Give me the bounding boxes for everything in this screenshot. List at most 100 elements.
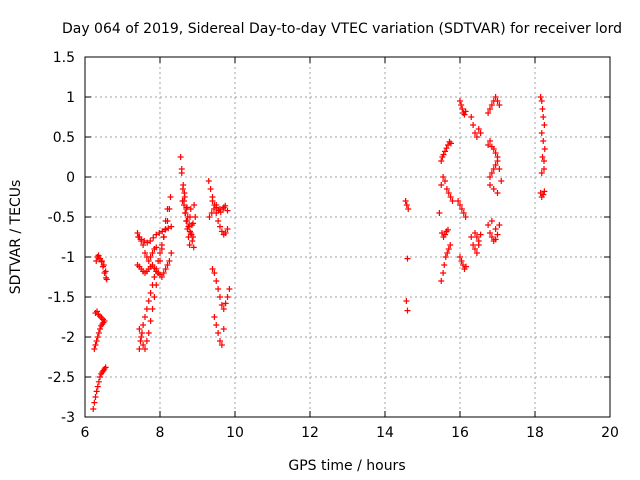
data-point xyxy=(142,314,148,320)
data-point xyxy=(215,218,222,224)
data-point xyxy=(143,306,150,312)
data-point xyxy=(222,230,229,236)
data-point xyxy=(441,262,448,268)
data-point xyxy=(220,326,227,332)
data-point xyxy=(181,190,188,196)
data-point xyxy=(90,406,97,412)
data-point xyxy=(473,250,480,256)
y-tick-label: -2.5 xyxy=(48,370,75,386)
data-point xyxy=(164,262,171,268)
data-point xyxy=(436,210,443,216)
data-point xyxy=(458,102,465,108)
y-tick-label: -0.5 xyxy=(48,210,75,226)
data-point xyxy=(540,191,547,198)
data-point xyxy=(459,106,466,112)
data-point xyxy=(487,182,493,188)
data-point xyxy=(217,209,224,216)
x-tick-label: 20 xyxy=(601,425,619,441)
data-point xyxy=(158,274,165,280)
data-point xyxy=(472,130,478,136)
data-point xyxy=(137,338,144,344)
data-point xyxy=(462,214,469,220)
y-tick-label: 0 xyxy=(66,170,75,186)
data-point xyxy=(448,140,454,147)
data-point xyxy=(444,250,451,256)
data-point xyxy=(162,218,169,224)
data-point xyxy=(492,150,499,156)
data-point xyxy=(188,231,195,238)
data-point xyxy=(470,122,477,128)
data-point xyxy=(136,326,143,332)
data-point xyxy=(538,98,545,104)
data-point xyxy=(498,178,505,184)
data-point xyxy=(475,238,482,244)
data-point xyxy=(180,182,187,188)
data-point xyxy=(541,166,547,172)
x-tick-label: 8 xyxy=(156,425,165,441)
data-point xyxy=(468,234,475,240)
data-point xyxy=(496,166,503,172)
data-point xyxy=(213,278,220,284)
data-point xyxy=(213,322,220,328)
data-point xyxy=(218,228,225,235)
data-point xyxy=(150,234,157,241)
data-point xyxy=(473,134,480,140)
data-point xyxy=(190,220,196,227)
data-point xyxy=(217,223,223,230)
data-point xyxy=(488,170,495,176)
data-point xyxy=(224,294,231,300)
data-point xyxy=(168,250,175,256)
data-points xyxy=(90,94,548,412)
data-point xyxy=(95,330,102,336)
data-point xyxy=(475,126,482,132)
data-point xyxy=(142,346,148,352)
data-point xyxy=(445,226,451,233)
data-point xyxy=(97,255,103,262)
data-point xyxy=(490,186,497,192)
y-tick-label: -3 xyxy=(61,410,75,426)
data-point xyxy=(442,178,448,184)
axis-ticks: 6 8 10 12 14 16 18 20 1.5 1 0.5 0 -0.5 -1 -1.5 -2 -2.5 -3 xyxy=(48,50,619,441)
data-point xyxy=(94,308,100,315)
data-point xyxy=(494,98,501,104)
data-point xyxy=(485,142,492,148)
data-point xyxy=(91,346,98,352)
data-point xyxy=(458,258,465,264)
data-point xyxy=(457,98,463,104)
data-point xyxy=(157,250,163,256)
data-point xyxy=(140,242,147,248)
data-point xyxy=(541,158,547,164)
data-point xyxy=(94,383,101,390)
data-point xyxy=(103,276,110,283)
data-point xyxy=(145,298,152,304)
data-point xyxy=(184,218,190,224)
data-point xyxy=(92,342,99,348)
data-point xyxy=(162,266,169,272)
data-point xyxy=(447,242,454,248)
data-point xyxy=(440,151,447,158)
data-point xyxy=(160,270,167,276)
data-point xyxy=(488,218,495,224)
data-point xyxy=(160,234,167,240)
data-point xyxy=(167,194,174,200)
data-point xyxy=(143,338,150,344)
y-axis-label: SDTVAR / TECUs xyxy=(8,180,24,295)
data-point xyxy=(92,394,99,400)
data-point xyxy=(185,223,192,230)
data-point xyxy=(205,178,212,184)
data-point xyxy=(488,234,495,240)
data-point xyxy=(177,154,184,160)
data-point xyxy=(541,122,548,128)
data-point xyxy=(192,214,199,220)
data-point xyxy=(541,146,548,152)
data-point xyxy=(485,222,492,228)
data-point xyxy=(455,198,462,204)
data-point xyxy=(224,226,231,232)
data-point xyxy=(445,190,452,196)
plot-frame xyxy=(84,56,611,418)
data-point xyxy=(102,364,109,371)
data-point xyxy=(158,246,165,252)
data-point xyxy=(226,286,233,292)
data-point xyxy=(477,231,484,238)
x-tick-label: 16 xyxy=(451,425,469,441)
